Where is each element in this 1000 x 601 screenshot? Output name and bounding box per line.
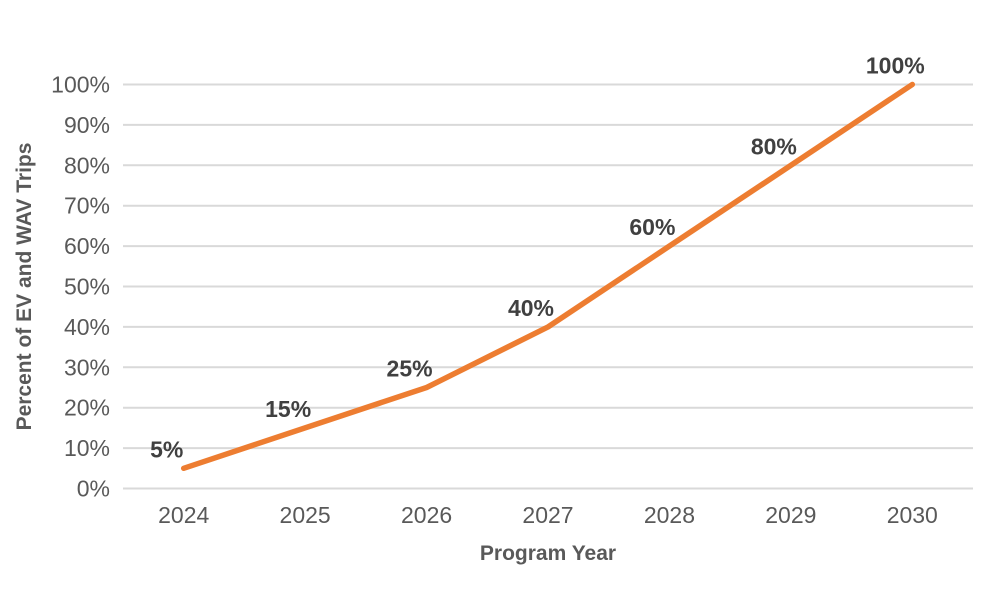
y-tick-label: 100% — [51, 72, 110, 98]
x-tick-label: 2028 — [644, 502, 695, 528]
data-label: 100% — [866, 53, 925, 79]
y-tick-labels: 0% 10% 20% 30% 40% 50% 60% 70% 80% 90% 100% — [51, 72, 110, 502]
y-tick-label: 10% — [64, 435, 110, 461]
y-tick-label: 60% — [64, 233, 110, 259]
x-tick-label: 2025 — [280, 502, 331, 528]
x-axis-title: Program Year — [480, 542, 616, 565]
data-label: 40% — [508, 295, 554, 321]
x-tick-label: 2030 — [887, 502, 938, 528]
x-tick-label: 2024 — [158, 502, 209, 528]
x-tick-label: 2027 — [522, 502, 573, 528]
y-tick-label: 20% — [64, 395, 110, 421]
data-labels: 5% 15% 25% 40% 60% 80% 100% — [150, 53, 925, 463]
y-tick-label: 40% — [64, 314, 110, 340]
y-tick-label: 50% — [64, 274, 110, 300]
y-axis-title: Percent of EV and WAV Trips — [13, 143, 36, 431]
y-tick-label: 90% — [64, 112, 110, 138]
data-label: 15% — [265, 396, 311, 422]
y-tick-label: 80% — [64, 152, 110, 178]
series-line — [180, 81, 916, 472]
data-label: 5% — [150, 436, 183, 462]
x-tick-labels: 2024 2025 2026 2027 2028 2029 2030 — [158, 502, 938, 528]
data-label: 80% — [751, 133, 797, 159]
x-tick-label: 2029 — [765, 502, 816, 528]
y-tick-label: 70% — [64, 193, 110, 219]
y-tick-label: 30% — [64, 354, 110, 380]
x-tick-label: 2026 — [401, 502, 452, 528]
data-label: 25% — [387, 356, 433, 382]
gridlines — [123, 83, 973, 490]
data-label: 60% — [629, 214, 675, 240]
y-tick-label: 0% — [77, 476, 110, 502]
